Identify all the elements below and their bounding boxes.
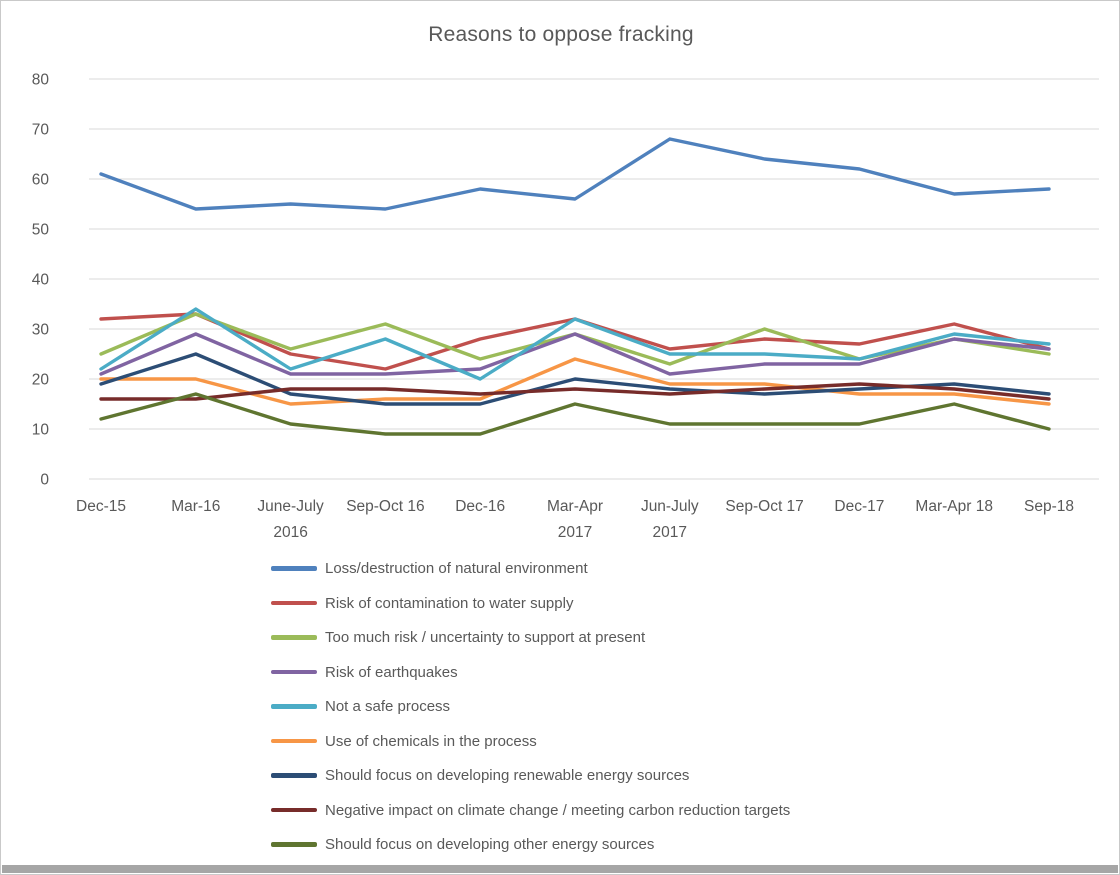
legend-swatch [271, 635, 317, 640]
legend-item: Not a safe process [271, 696, 790, 717]
legend-label: Negative impact on climate change / meet… [325, 801, 791, 819]
legend-item: Risk of contamination to water supply [271, 593, 790, 614]
legend-item: Loss/destruction of natural environment [271, 558, 790, 579]
legend-label: Not a safe process [325, 698, 451, 715]
legend-swatch [271, 600, 317, 606]
legend-item: Risk of earthquakes [271, 662, 790, 683]
legend-item: Should focus on developing other energy … [271, 834, 790, 855]
legend-swatch [271, 807, 317, 813]
legend-item: Should focus on developing renewable ene… [271, 765, 790, 786]
x-tick-label: Sep-Oct 16 [346, 498, 424, 515]
legend-swatch [271, 773, 317, 778]
x-tick-label: Sep-Oct 17 [725, 498, 803, 515]
legend-swatch [271, 669, 317, 675]
y-tick-label: 70 [32, 122, 50, 139]
legend-swatch [271, 842, 317, 847]
legend-label: Loss/destruction of natural environment [325, 560, 588, 577]
y-tick-label: 10 [32, 422, 50, 439]
series-line [99, 382, 1051, 401]
series-line [99, 332, 1051, 376]
bottom-border-bar [2, 865, 1118, 873]
x-tick-label: Dec-17 [834, 498, 884, 515]
legend-item: Use of chemicals in the process [271, 731, 790, 752]
series-line [99, 137, 1051, 211]
legend-label: Risk of contamination to water supply [325, 594, 574, 612]
legend-item: Negative impact on climate change / meet… [271, 800, 790, 821]
legend-swatch [271, 566, 317, 571]
x-tick-label: June-July 2016 [257, 498, 324, 541]
series-line [99, 307, 1051, 381]
y-tick-label: 30 [32, 322, 50, 339]
y-tick-label: 50 [32, 222, 50, 239]
series-line [99, 357, 1051, 406]
x-tick-label: Mar-Apr 2017 [547, 498, 603, 541]
chart-title: Reasons to oppose fracking [428, 23, 694, 46]
y-tick-label: 80 [32, 72, 50, 89]
chart-legend: Loss/destruction of natural environment R… [271, 558, 790, 869]
legend-label: Should focus on developing other energy … [325, 836, 655, 853]
y-tick-label: 60 [32, 172, 50, 189]
x-tick-label: Dec-15 [76, 498, 126, 515]
legend-label: Use of chemicals in the process [325, 732, 537, 750]
y-tick-label: 0 [40, 472, 49, 489]
legend-label: Should focus on developing renewable ene… [325, 767, 690, 784]
legend-label: Risk of earthquakes [325, 663, 458, 681]
x-tick-label: Sep-18 [1024, 498, 1074, 515]
legend-swatch [271, 738, 317, 744]
series-line [99, 392, 1051, 436]
x-tick-label: Jun-July 2017 [641, 498, 699, 541]
y-tick-label: 40 [32, 272, 50, 289]
legend-swatch [271, 704, 317, 709]
legend-label: Too much risk / uncertainty to support a… [325, 629, 646, 646]
y-tick-label: 20 [32, 372, 50, 389]
x-tick-label: Dec-16 [455, 498, 505, 515]
x-tick-label: Mar-Apr 18 [915, 498, 993, 515]
legend-item: Too much risk / uncertainty to support a… [271, 627, 790, 648]
x-tick-label: Mar-16 [171, 498, 220, 515]
